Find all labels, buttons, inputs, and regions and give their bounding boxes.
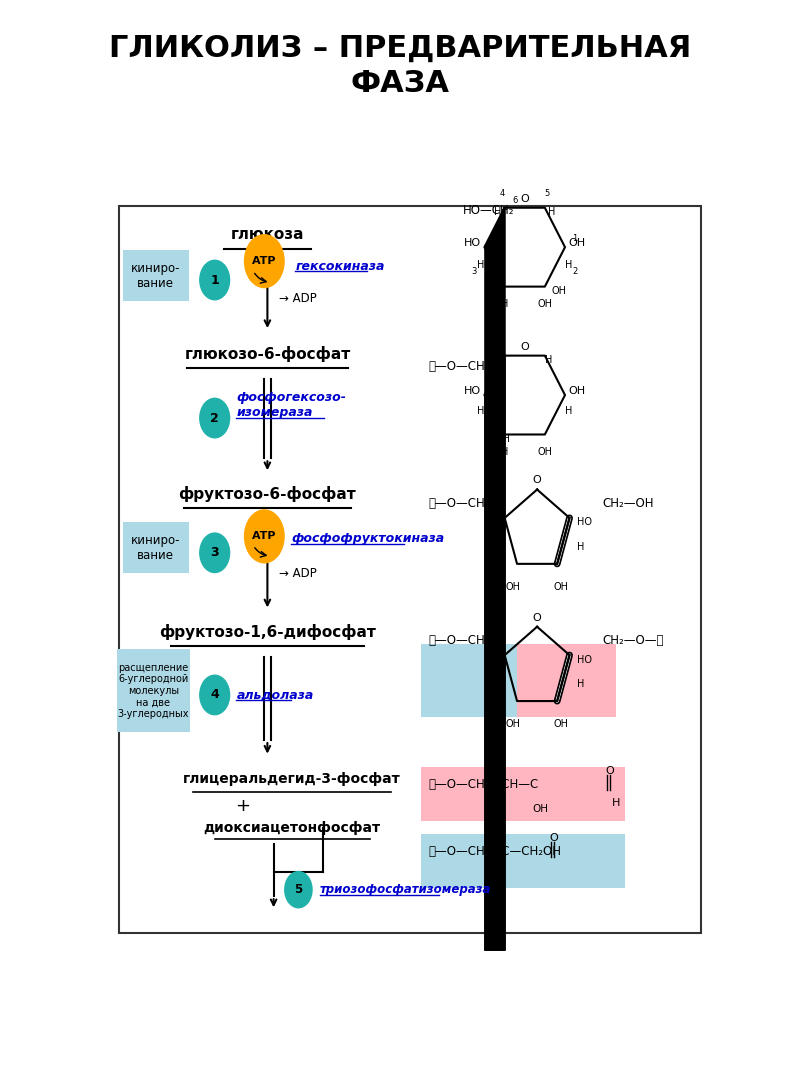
Text: альдолаза: альдолаза <box>237 688 314 701</box>
Text: OH: OH <box>554 719 569 729</box>
Text: 3: 3 <box>210 546 219 559</box>
Text: 2: 2 <box>573 268 578 276</box>
FancyBboxPatch shape <box>421 767 625 822</box>
Text: H: H <box>501 299 508 309</box>
Text: OH: OH <box>568 238 586 248</box>
Text: O: O <box>606 766 614 777</box>
Text: киниро-
вание: киниро- вание <box>131 534 181 562</box>
Text: H: H <box>490 542 497 552</box>
Circle shape <box>200 675 230 715</box>
Text: H: H <box>490 517 497 527</box>
Text: фруктозо-1,6-дифосфат: фруктозо-1,6-дифосфат <box>159 624 376 640</box>
Text: глюкозо-6-фосфат: глюкозо-6-фосфат <box>184 346 350 362</box>
Text: триозофосфатизомераза: триозофосфатизомераза <box>320 883 491 896</box>
Circle shape <box>200 398 230 437</box>
Text: O: O <box>550 833 558 843</box>
Text: H: H <box>611 798 620 809</box>
Text: H: H <box>494 207 502 217</box>
Text: АТР: АТР <box>252 531 277 541</box>
FancyBboxPatch shape <box>118 206 702 934</box>
Text: 5: 5 <box>294 883 302 896</box>
Text: глюкоза: глюкоза <box>230 227 304 242</box>
Text: H: H <box>501 447 508 457</box>
Text: Ⓟ—O—CH₂—CH—C: Ⓟ—O—CH₂—CH—C <box>429 778 539 791</box>
Text: H: H <box>497 354 505 365</box>
Text: O: O <box>533 612 542 623</box>
Text: OH: OH <box>506 719 521 729</box>
Text: Ⓟ—O—CH₂: Ⓟ—O—CH₂ <box>429 497 490 510</box>
Text: O: O <box>520 193 529 204</box>
Text: CH₂—OH: CH₂—OH <box>602 497 654 510</box>
Text: H: H <box>578 542 585 552</box>
Text: OH: OH <box>538 447 552 457</box>
Text: H: H <box>578 680 585 689</box>
Text: 1: 1 <box>210 273 219 287</box>
FancyBboxPatch shape <box>117 649 190 732</box>
Text: фруктозо-6-фосфат: фруктозо-6-фосфат <box>178 485 356 501</box>
Text: 2: 2 <box>210 412 219 425</box>
Text: H: H <box>565 260 572 270</box>
Circle shape <box>244 509 285 563</box>
Text: +: + <box>235 797 250 815</box>
Text: расщепление
6-углеродной
молекулы
на две
3-углеродных: расщепление 6-углеродной молекулы на две… <box>118 663 189 719</box>
Text: → ADP: → ADP <box>278 567 316 579</box>
Text: OH: OH <box>551 286 566 296</box>
FancyBboxPatch shape <box>123 251 189 301</box>
Text: фосфогексозо-
изомераза: фосфогексозо- изомераза <box>237 391 346 419</box>
Text: Ⓟ—O—CH₂—C—CH₂OH: Ⓟ—O—CH₂—C—CH₂OH <box>429 845 562 858</box>
Text: → ADP: → ADP <box>278 292 316 305</box>
Text: OH: OH <box>538 299 552 309</box>
Text: 5: 5 <box>544 189 550 197</box>
Text: OH: OH <box>506 582 521 591</box>
Text: 4: 4 <box>210 688 219 701</box>
Text: ГЛИКОЛИЗ – ПРЕДВАРИТЕЛЬНАЯ: ГЛИКОЛИЗ – ПРЕДВАРИТЕЛЬНАЯ <box>109 33 691 63</box>
Circle shape <box>200 534 230 573</box>
Text: OH: OH <box>496 433 510 444</box>
FancyBboxPatch shape <box>421 833 625 888</box>
Text: H: H <box>490 655 497 665</box>
Circle shape <box>285 872 312 908</box>
Text: глицеральдегид-3-фосфат: глицеральдегид-3-фосфат <box>183 771 401 785</box>
Text: HO—CH₂: HO—CH₂ <box>462 204 514 217</box>
Text: OH: OH <box>568 386 586 396</box>
Text: гексокиназа: гексокиназа <box>295 259 385 272</box>
Circle shape <box>200 260 230 300</box>
Text: Ⓟ—O—CH₂: Ⓟ—O—CH₂ <box>429 360 490 372</box>
Text: H: H <box>477 407 484 416</box>
Text: H: H <box>477 260 484 270</box>
FancyBboxPatch shape <box>123 523 189 573</box>
Text: O: O <box>520 341 529 351</box>
FancyBboxPatch shape <box>518 644 616 717</box>
Text: HO: HO <box>578 655 593 665</box>
Text: 3: 3 <box>471 268 477 276</box>
Text: 6: 6 <box>512 196 518 205</box>
Text: HO: HO <box>464 238 482 248</box>
Text: H: H <box>545 354 552 365</box>
Text: фосфофруктокиназа: фосфофруктокиназа <box>291 532 444 545</box>
Circle shape <box>244 234 285 288</box>
Text: O: O <box>533 476 542 485</box>
Text: ФАЗА: ФАЗА <box>350 68 450 98</box>
Text: 4: 4 <box>500 189 506 197</box>
Text: CH₂—O—Ⓟ: CH₂—O—Ⓟ <box>602 634 664 648</box>
Text: 1: 1 <box>573 235 578 243</box>
FancyBboxPatch shape <box>421 644 520 717</box>
Text: H: H <box>548 207 555 217</box>
Text: OH: OH <box>532 805 548 814</box>
Text: диоксиацетонфосфат: диоксиацетонфосфат <box>204 821 381 835</box>
Text: HO: HO <box>578 517 593 527</box>
Text: Ⓟ—O—CH₂: Ⓟ—O—CH₂ <box>429 634 490 648</box>
Text: АТР: АТР <box>252 256 277 266</box>
Text: OH: OH <box>554 582 569 591</box>
Text: H: H <box>490 680 497 689</box>
Text: киниро-
вание: киниро- вание <box>131 261 181 290</box>
Text: H: H <box>565 407 572 416</box>
Text: HO: HO <box>464 386 482 396</box>
